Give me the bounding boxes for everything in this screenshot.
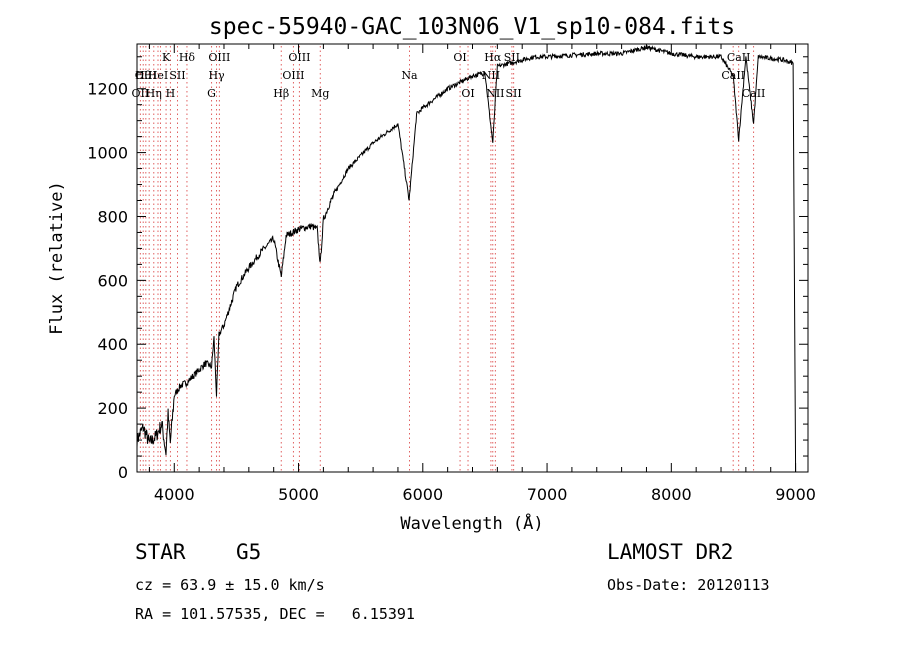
x-axis: 4000 5000 6000 7000 8000 9000 — [148, 44, 816, 504]
y-tick-label-0: 0 — [118, 463, 128, 482]
line-label-11: G — [207, 87, 216, 100]
line-label-22: Hα — [484, 51, 502, 64]
x-tick-label-1: 5000 — [278, 485, 319, 504]
y-tick-label-1: 200 — [97, 399, 128, 418]
line-label-18: Na — [401, 69, 418, 82]
x-axis-label: Wavelength (Å) — [400, 512, 543, 534]
obs-date: Obs-Date: 20120113 — [607, 576, 770, 594]
line-label-13: OIII — [208, 51, 230, 64]
object-class: STAR — [135, 540, 186, 564]
x-tick-label-4: 8000 — [651, 485, 692, 504]
y-tick-label-3: 600 — [97, 271, 128, 290]
coordinates: RA = 101.57535, DEC = 6.15391 — [135, 605, 415, 623]
y-tick-label-4: 800 — [97, 207, 128, 226]
line-label-12: Hγ — [208, 69, 225, 82]
y-tick-label-5: 1000 — [87, 144, 128, 163]
x-tick-label-3: 7000 — [527, 485, 568, 504]
line-label-0: OII — [131, 87, 149, 100]
spectral-line-labels: OIIHθOIIIHηHeIKHSIIHδGHγOIIIHβOIIIOIIIMg… — [131, 51, 765, 100]
x-tick-label-5: 9000 — [775, 485, 816, 504]
x-tick-label-0: 4000 — [154, 485, 195, 504]
line-label-5: HeI — [148, 69, 168, 82]
line-label-10: Hδ — [179, 51, 196, 64]
line-label-27: CaII — [727, 51, 751, 64]
line-label-20: OI — [461, 87, 474, 100]
line-label-14: Hβ — [273, 87, 289, 100]
y-tick-label-2: 400 — [97, 335, 128, 354]
line-label-28: CaII — [742, 87, 766, 100]
y-tick-label-6: 1200 — [87, 80, 128, 99]
survey-name: LAMOST DR2 — [607, 540, 734, 564]
line-label-7: K — [162, 51, 171, 64]
line-label-21: NII — [482, 69, 500, 82]
plot-frame — [136, 43, 809, 473]
line-label-25: SII — [506, 87, 522, 100]
line-label-15: OIII — [282, 69, 304, 82]
chart-title: spec-55940-GAC_103N06_V1_sp10-084.fits — [209, 14, 735, 40]
redshift-value: cz = 63.9 ± 15.0 km/s — [135, 576, 325, 594]
x-tick-label-2: 6000 — [402, 485, 443, 504]
line-label-4: Hη — [146, 87, 162, 100]
spectrum-line — [136, 44, 797, 473]
y-axis: 0 200 400 600 800 1000 1200 — [87, 56, 808, 482]
spectral-line-markers — [139, 46, 755, 472]
y-axis-label: Flux (relative) — [47, 181, 67, 335]
object-subclass: G5 — [236, 540, 262, 564]
line-label-8: H — [166, 87, 176, 100]
line-label-9: SII — [169, 69, 185, 82]
line-label-16: OIII — [288, 51, 310, 64]
line-label-17: Mg — [311, 87, 329, 100]
line-label-19: OI — [453, 51, 466, 64]
